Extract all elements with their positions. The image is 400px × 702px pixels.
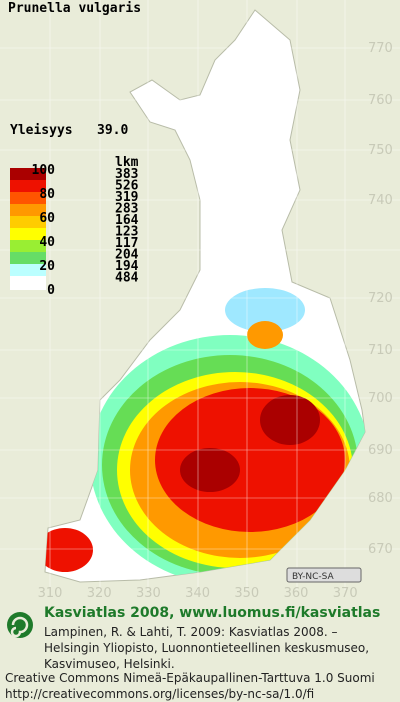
easting-label: 320 [87,586,112,601]
legend-scale-label: 80 [39,187,55,202]
northing-label: 690 [368,443,393,458]
easting-label: 370 [333,586,358,601]
legend-count: 117 [115,236,138,251]
legend: lkm [10,155,139,290]
legend-swatch [10,252,46,264]
license-badge [286,567,362,583]
legend-count: 526 [115,179,139,194]
citation-line: Lampinen, R. & Lahti, T. 2009: Kasviatla… [44,625,338,639]
northing-label: 770 [368,41,393,56]
legend-count: 164 [115,213,139,228]
legend-count: 383 [115,167,138,182]
legend-scale-label: 40 [39,235,55,250]
legend-count: 194 [115,259,139,274]
legend-swatch [10,264,46,276]
easting-label: 330 [136,586,161,601]
legend-swatch [10,216,46,228]
license-line: Creative Commons Nimeä-Epäkaupallinen-Ta… [5,671,375,685]
site-link[interactable]: Kasviatlas 2008, www.luomus.fi/kasviatla… [44,605,380,621]
map [0,0,400,590]
license-badge-text: BY-NC-SA [292,572,335,582]
legend-count: 123 [115,225,138,240]
legend-count: 283 [115,202,138,217]
species-title: Prunella vulgaris [8,1,141,16]
legend-swatch [10,204,46,216]
license-line: http://creativecommons.org/licenses/by-n… [5,687,314,701]
citation-line: Kasvimuseo, Helsinki. [44,657,175,671]
legend-swatch [10,168,46,180]
northing-label: 700 [368,391,393,406]
northing-label: 720 [368,291,393,306]
legend-count: 204 [115,248,139,263]
legend-scale-label: 60 [39,211,55,226]
legend-swatch [10,240,46,252]
stat-value: 39.0 [97,123,128,138]
legend-swatch [10,192,46,204]
citation-line: Helsingin Yliopisto, Luonnontieteellinen… [44,641,369,655]
easting-label: 350 [234,586,259,601]
easting-label: 340 [185,586,210,601]
legend-count: 484 [115,271,139,286]
northing-label: 760 [368,93,393,108]
legend-scale-label: 0 [47,283,55,298]
northing-label: 680 [368,491,393,506]
easting-label: 310 [38,586,63,601]
legend-scale-label: 100 [32,163,56,178]
easting-label: 360 [284,586,309,601]
northing-label: 710 [368,343,393,358]
northing-label: 750 [368,143,393,158]
count-header: lkm [115,155,139,170]
northing-label: 670 [368,542,393,557]
legend-count: 319 [115,190,138,205]
northing-label: 740 [368,193,393,208]
legend-scale-label: 20 [39,259,55,274]
legend-swatch [10,276,46,290]
stat-label: Yleisyys [10,123,73,138]
legend-swatch [10,180,46,192]
legend-swatch [10,228,46,240]
logo [7,612,33,638]
